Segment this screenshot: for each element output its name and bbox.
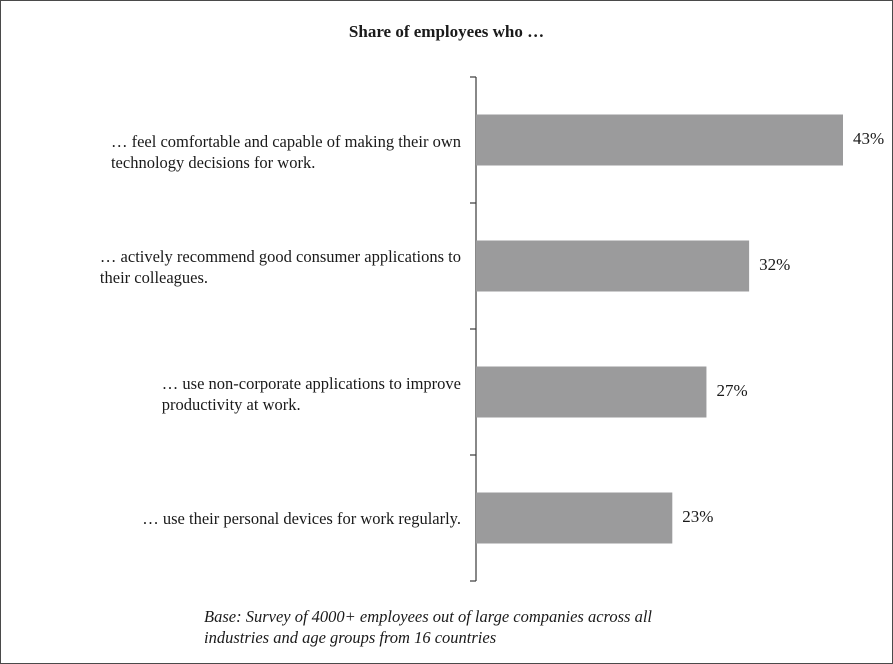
category-label-0-text: … feel comfortable and capable of making… xyxy=(111,131,461,173)
category-label-1-text: … actively recommend good consumer appli… xyxy=(100,246,461,288)
category-label-1: … actively recommend good consumer appli… xyxy=(1,246,461,288)
category-label-0: … feel comfortable and capable of making… xyxy=(1,131,461,173)
category-label-3-line-1: … use their personal devices for work re… xyxy=(142,509,461,528)
category-label-3-text: … use their personal devices for work re… xyxy=(142,508,461,529)
category-label-2-text: … use non-corporate applications to impr… xyxy=(162,373,461,415)
category-label-3: … use their personal devices for work re… xyxy=(1,508,461,529)
footnote-line-2: industries and age groups from 16 countr… xyxy=(204,628,497,647)
footnote-line-1: Base: Survey of 4000+ employees out of l… xyxy=(204,607,652,626)
value-label-3: 23% xyxy=(682,507,714,526)
value-label-2: 27% xyxy=(716,381,748,400)
footnote: Base: Survey of 4000+ employees out of l… xyxy=(204,606,804,648)
category-label-2: … use non-corporate applications to impr… xyxy=(1,373,461,415)
chart-title: Share of employees who … xyxy=(348,22,545,41)
category-label-2-line-2: productivity at work. xyxy=(161,395,301,414)
category-label-0-line-1: … feel comfortable and capable of making… xyxy=(110,132,461,151)
value-label-1: 32% xyxy=(759,255,791,274)
category-label-2-line-1: … use non-corporate applications to impr… xyxy=(161,374,461,393)
category-label-1-line-2: their colleagues. xyxy=(99,268,209,287)
bar-1 xyxy=(476,240,750,292)
category-label-0-line-2: technology decisions for work. xyxy=(110,153,316,172)
bar-3 xyxy=(476,492,673,544)
axis-layer xyxy=(470,76,477,582)
bar-0 xyxy=(476,114,843,166)
category-label-1-line-1: … actively recommend good consumer appli… xyxy=(99,247,461,266)
value-label-0: 43% xyxy=(853,129,885,148)
bar-layer xyxy=(476,114,843,544)
bar-2 xyxy=(476,366,707,418)
